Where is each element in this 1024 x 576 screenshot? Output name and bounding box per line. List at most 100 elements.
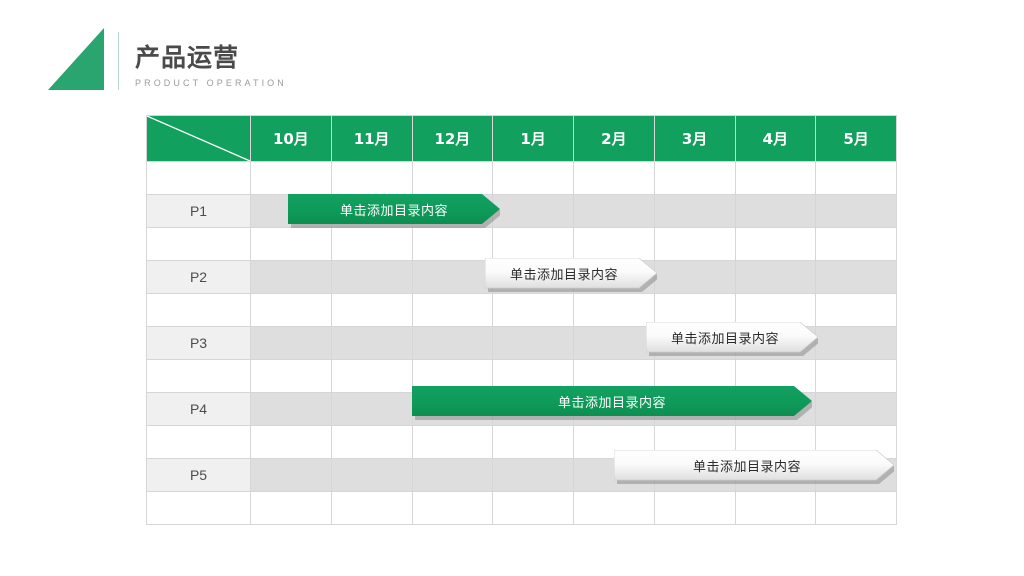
cell	[492, 326, 574, 360]
cell	[815, 227, 897, 261]
cell	[411, 491, 494, 525]
cell	[573, 194, 655, 228]
gantt-bar-p5[interactable]: 单击添加目录内容	[614, 450, 894, 484]
cell	[250, 326, 332, 360]
gantt-bar-p2[interactable]: 单击添加目录内容	[485, 258, 657, 292]
cell	[815, 161, 897, 195]
gantt-bar-p3[interactable]: 单击添加目录内容	[646, 322, 818, 356]
month-header-0: 10月	[250, 115, 332, 162]
cell	[573, 491, 655, 525]
cell	[492, 458, 574, 492]
cell	[492, 227, 574, 261]
cell	[815, 392, 897, 426]
phase-label-p3: P3	[146, 326, 251, 360]
phase-label-p5: P5	[146, 458, 251, 492]
gantt-chart: 10月 11月 12月 1月 2月 3月 4月 5月	[146, 115, 897, 525]
gantt-table-head: 10月 11月 12月 1月 2月 3月 4月 5月	[146, 115, 897, 162]
month-header-7: 5月	[815, 115, 897, 162]
cell	[492, 491, 574, 525]
green-triangle-icon	[48, 28, 104, 90]
cell	[653, 260, 736, 294]
logo-divider	[118, 32, 119, 90]
gantt-table-body: P1	[146, 161, 897, 525]
cell	[250, 392, 332, 426]
gantt-bar-label: 单击添加目录内容	[509, 267, 618, 283]
cell	[330, 359, 413, 393]
month-header-2: 12月	[411, 115, 494, 162]
cell	[815, 326, 897, 360]
gantt-header-row: 10月 11月 12月 1月 2月 3月 4月 5月	[146, 115, 897, 162]
cell	[815, 260, 897, 294]
diagonal-split-icon	[146, 115, 251, 162]
cell	[330, 260, 413, 294]
cell	[573, 227, 655, 261]
cell	[653, 161, 736, 195]
cell	[330, 458, 413, 492]
month-header-6: 4月	[734, 115, 817, 162]
page-title: 产品运营	[135, 43, 240, 73]
page-subtitle: PRODUCT OPERATION	[135, 78, 287, 88]
cell	[653, 194, 736, 228]
cell	[815, 359, 897, 393]
cell	[411, 161, 494, 195]
gantt-bar-p1[interactable]: 单击添加目录内容	[288, 194, 500, 228]
cell	[734, 491, 817, 525]
cell	[573, 293, 655, 327]
phase-label-p4: P4	[146, 392, 251, 426]
phase-label-p1: P1	[146, 194, 251, 228]
cell	[250, 359, 332, 393]
cell	[250, 260, 332, 294]
spacer-label-cell	[146, 227, 251, 261]
cell	[815, 194, 897, 228]
month-header-1: 11月	[330, 115, 413, 162]
spacer-label-cell	[146, 293, 251, 327]
cell	[734, 194, 817, 228]
cell	[411, 293, 494, 327]
table-row	[146, 359, 897, 393]
cell	[411, 425, 494, 459]
gantt-bar-p4[interactable]: 单击添加目录内容	[412, 386, 812, 420]
gantt-bar-label: 单击添加目录内容	[692, 459, 801, 475]
cell	[330, 425, 413, 459]
cell	[734, 227, 817, 261]
spacer-label-cell	[146, 359, 251, 393]
month-header-3: 1月	[492, 115, 574, 162]
cell	[815, 491, 897, 525]
cell	[573, 326, 655, 360]
gantt-bar-label: 单击添加目录内容	[557, 395, 666, 411]
cell	[573, 161, 655, 195]
month-header-5: 3月	[653, 115, 736, 162]
cell	[250, 491, 332, 525]
cell	[330, 491, 413, 525]
cell	[330, 326, 413, 360]
gantt-table: 10月 11月 12月 1月 2月 3月 4月 5月	[146, 115, 897, 525]
cell	[250, 458, 332, 492]
cell	[653, 491, 736, 525]
spacer-label-cell	[146, 491, 251, 525]
cell	[411, 458, 494, 492]
cell	[815, 293, 897, 327]
table-row: P1	[146, 194, 897, 228]
cell	[492, 293, 574, 327]
table-row	[146, 227, 897, 261]
month-header-4: 2月	[573, 115, 655, 162]
cell	[250, 161, 332, 195]
cell	[330, 227, 413, 261]
cell	[734, 260, 817, 294]
cell	[492, 425, 574, 459]
cell	[411, 260, 494, 294]
cell	[411, 227, 494, 261]
logo-text-block: 产品运营 PRODUCT OPERATION	[135, 43, 287, 90]
cell	[330, 392, 413, 426]
table-row	[146, 161, 897, 195]
cell	[492, 161, 574, 195]
cell	[250, 227, 332, 261]
cell	[330, 161, 413, 195]
spacer-label-cell	[146, 425, 251, 459]
table-row	[146, 293, 897, 327]
cell	[250, 425, 332, 459]
table-row	[146, 491, 897, 525]
gantt-bar-label: 单击添加目录内容	[670, 331, 779, 347]
slide-header: 产品运营 PRODUCT OPERATION	[48, 22, 478, 90]
gantt-bar-label: 单击添加目录内容	[339, 203, 448, 219]
